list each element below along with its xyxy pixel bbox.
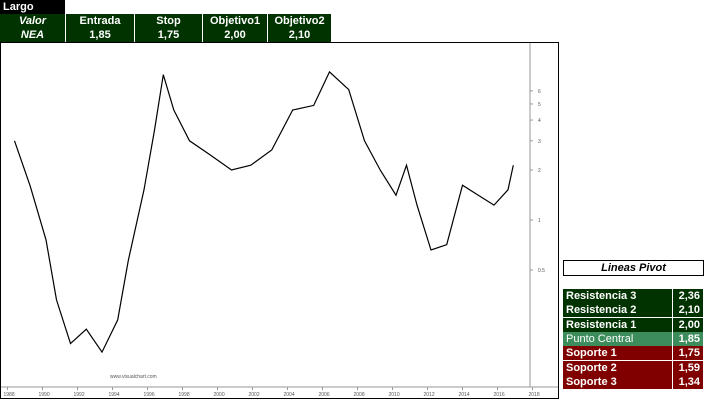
header-cell: Objetivo2 bbox=[268, 14, 332, 28]
pivot-value: 2,36 bbox=[673, 289, 704, 303]
chart-frame bbox=[0, 42, 559, 399]
y-tick-label: 1 bbox=[538, 218, 541, 224]
x-tick-label: 2016 bbox=[494, 392, 505, 398]
pivot-label: Punto Central bbox=[563, 331, 673, 346]
table-title: Largo bbox=[0, 0, 66, 14]
value-cell: 2,00 bbox=[203, 28, 268, 42]
header-cell: Valor bbox=[0, 14, 66, 28]
pivot-value: 1,59 bbox=[673, 360, 704, 375]
y-tick-label: 4 bbox=[538, 118, 541, 124]
value-cell: 1,75 bbox=[135, 28, 203, 42]
pivot-value: 1,34 bbox=[673, 374, 704, 389]
pivot-value: 1,75 bbox=[673, 346, 704, 361]
header-cell: Objetivo1 bbox=[203, 14, 268, 28]
pivot-label: Resistencia 1 bbox=[563, 317, 673, 332]
pivot-label: Resistencia 3 bbox=[563, 289, 673, 303]
x-tick-label: 1988 bbox=[4, 392, 15, 398]
x-tick-label: 1998 bbox=[179, 392, 190, 398]
pivot-value: 2,00 bbox=[673, 317, 704, 332]
x-tick-label: 1990 bbox=[39, 392, 50, 398]
x-tick-label: 2018 bbox=[529, 392, 540, 398]
pivot-title: Lineas Pivot bbox=[563, 260, 704, 276]
x-tick-label: 2004 bbox=[284, 392, 295, 398]
x-tick-label: 2012 bbox=[424, 392, 435, 398]
x-tick-label: 1996 bbox=[144, 392, 155, 398]
value-cell: 2,10 bbox=[268, 28, 332, 42]
pivot-label: Resistencia 2 bbox=[563, 303, 673, 318]
pivot-value: 2,10 bbox=[673, 303, 704, 318]
header-cell: Entrada bbox=[66, 14, 135, 28]
value-cell: NEA bbox=[0, 28, 66, 42]
y-tick-label: 6 bbox=[538, 89, 541, 95]
pivot-value: 1,85 bbox=[673, 331, 704, 346]
y-tick-label: 5 bbox=[538, 102, 541, 108]
x-tick-label: 2014 bbox=[459, 392, 470, 398]
x-tick-label: 1994 bbox=[109, 392, 120, 398]
chart: www.visualchart.com 0.5 1 2 3 4 5 6 1988 1990 199… bbox=[0, 42, 559, 399]
x-tick-label: 2002 bbox=[249, 392, 260, 398]
pivot-label: Soporte 2 bbox=[563, 360, 673, 375]
header-cell: Stop bbox=[135, 14, 203, 28]
value-cell: 1,85 bbox=[66, 28, 135, 42]
x-tick-label: 2006 bbox=[319, 392, 330, 398]
watermark: www.visualchart.com bbox=[110, 374, 157, 380]
x-tick-label: 2000 bbox=[214, 392, 225, 398]
y-tick-label: 2 bbox=[538, 168, 541, 174]
y-tick-label: 3 bbox=[538, 139, 541, 145]
x-tick-label: 2010 bbox=[389, 392, 400, 398]
y-tick-label: 0.5 bbox=[538, 268, 545, 274]
pivot-label: Soporte 3 bbox=[563, 374, 673, 389]
x-tick-label: 1992 bbox=[74, 392, 85, 398]
price-line bbox=[13, 70, 514, 354]
x-tick-label: 2008 bbox=[354, 392, 365, 398]
pivot-label: Soporte 1 bbox=[563, 346, 673, 361]
